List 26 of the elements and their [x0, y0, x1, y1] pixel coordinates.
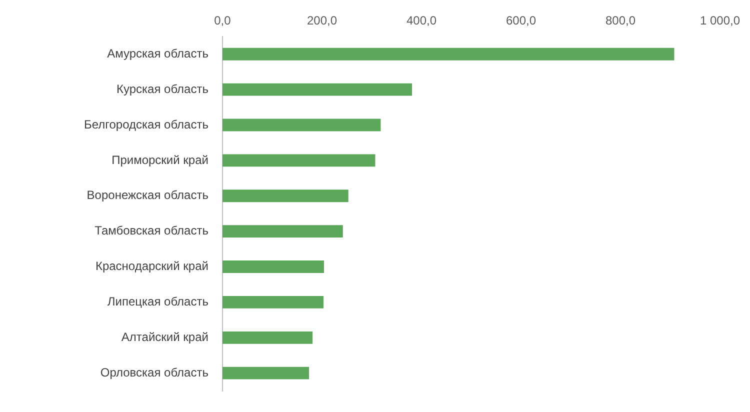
bar	[222, 48, 674, 60]
y-tick-label: Краснодарский край	[95, 259, 208, 274]
bar	[222, 260, 324, 273]
bar	[222, 225, 343, 238]
bar	[222, 331, 313, 344]
x-tick-label: 600,0	[506, 14, 536, 28]
y-tick-label: Амурская область	[107, 46, 208, 60]
y-tick-label: Липецкая область	[107, 294, 208, 309]
y-tick-label: Тамбовская область	[94, 224, 208, 238]
bar	[222, 366, 310, 380]
y-tick-label: Курская область	[116, 82, 208, 96]
bar	[222, 154, 376, 167]
bar	[222, 296, 324, 308]
x-tick-label: 0,0	[214, 14, 232, 28]
x-tick-label: 400,0	[406, 14, 437, 28]
y-tick-label: Алтайский край	[121, 330, 208, 344]
y-tick-label: Белгородская область	[84, 117, 208, 132]
x-tick-label: 1 000,0	[700, 14, 740, 28]
bar	[222, 190, 348, 202]
x-tick-label: 200,0	[306, 14, 338, 28]
bar	[222, 118, 381, 132]
y-tick-label: Воронежская область	[86, 188, 208, 202]
bar	[222, 83, 412, 96]
y-tick-label: Орловская область	[100, 365, 208, 380]
y-tick-label: Приморский край	[112, 152, 208, 167]
x-tick-label: 800,0	[605, 14, 636, 28]
